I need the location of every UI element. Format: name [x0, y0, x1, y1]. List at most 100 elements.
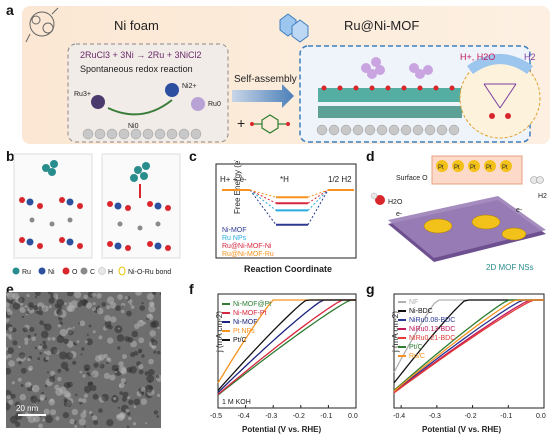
legend-o: O	[72, 269, 78, 276]
ru-cluster-right	[409, 63, 433, 79]
legend-label-4: Pt/C	[233, 337, 247, 344]
xtick-label-1: -0.3	[429, 413, 441, 420]
plus-sign: +	[237, 115, 245, 131]
curve-4	[217, 299, 356, 391]
gas-flow-arrow	[467, 54, 533, 75]
ru0-atom	[191, 97, 205, 111]
legend-bond: Ni-O-Ru bond	[128, 269, 171, 276]
h2o-label: H2O	[388, 199, 403, 206]
panel-g-axes	[393, 293, 545, 409]
mof-framework	[318, 85, 462, 118]
state-label-0: H+ + e-	[220, 175, 247, 184]
ru-ni-mof-title: Ru@Ni-MOF	[344, 18, 419, 33]
panel-c-legend: Ni-MOF Ru NPs Ru@Ni-MOF-Ni Ru@Ni-MOF-Ru	[222, 227, 274, 258]
panel-c-axes	[215, 163, 357, 259]
connector-0-2	[307, 189, 329, 226]
pt-nanoparticles	[423, 214, 527, 241]
connector-3-1	[249, 189, 277, 198]
panel-b-legend: Ru Ni O C H Ni-O-Ru bond	[12, 266, 171, 276]
energy-levels	[222, 189, 354, 226]
panel-f-legend: Ni-MOF@Pt Ni-MOF-Pt Ni-MOF Pt NPs Pt/C	[222, 301, 271, 344]
legend-h: H	[108, 269, 113, 276]
legend-ru: Ru	[22, 269, 31, 276]
panel-f-axes	[217, 293, 357, 409]
panel-g-xticks: -0.4 -0.3 -0.2 -0.1 0.0	[393, 405, 546, 420]
pt-atom-row	[436, 160, 512, 172]
pt-atom-2: Pt	[470, 165, 476, 171]
legend-ru-ni-mof-ni: Ru@Ni-MOF-Ni	[222, 243, 272, 250]
legend-ni-swatch	[38, 267, 46, 275]
ni2-ion	[165, 83, 179, 97]
gas-left-label: H+, H2O	[460, 52, 495, 62]
legend-label-1: Ni-BDC	[409, 308, 433, 315]
legend-label-6: Ru/C	[409, 353, 425, 360]
curve-0	[217, 299, 356, 396]
ni0-label: Ni0	[128, 123, 139, 130]
state-label-1: *H	[280, 175, 289, 184]
panel-g-xlabel: Potential (V vs. RHE)	[422, 425, 501, 434]
legend-o-swatch	[62, 267, 70, 275]
panel-c-xlabel: Reaction Coordinate	[244, 264, 332, 274]
legend-label-3: NiRu0.13-BDC	[409, 326, 455, 333]
legend-label-2: Ni-MOF	[233, 319, 258, 326]
panel-label-e: e	[6, 281, 14, 297]
mof-nanosheet-top	[388, 196, 546, 258]
panel-c-ylabel: Free Energy (eV)	[233, 160, 242, 214]
legend-ru-nps: Ru NPs	[222, 235, 247, 242]
scale-bar-label: 20 nm	[16, 404, 39, 413]
legend-c-swatch	[80, 267, 88, 275]
legend-ni-mof: Ni-MOF	[222, 227, 247, 234]
panel-f-xticks: -0.5 -0.4 -0.3 -0.2 -0.1 0.0	[210, 405, 358, 420]
xtick-label-4: 0.0	[536, 413, 546, 420]
mof-lattice-b2	[107, 201, 171, 251]
panel-f-chart: j (mA cm-2) Potential (V vs. RHE) 1 M KO…	[210, 293, 358, 434]
ni-substrate-right	[316, 124, 460, 136]
legend-label-3: Pt NPs	[233, 328, 255, 335]
panel-label-b: b	[6, 148, 15, 164]
pt-atom-0: Pt	[438, 165, 444, 171]
legend-label-4: NiRu0.21-BDC	[409, 335, 455, 342]
bdc-linker-icon	[250, 114, 290, 134]
redox-arrow	[107, 99, 173, 116]
xtick-label-1: -0.4	[238, 413, 250, 420]
connector-0-1	[249, 189, 277, 226]
ni-substrate-left	[82, 128, 202, 140]
panel-a-schematic: Ni foam 2RuCl3 + 3Ni → 2Ru + 3NiCl2 Spon…	[22, 6, 550, 144]
gas-right-label: H2	[524, 52, 536, 62]
xtick-label-2: -0.3	[265, 413, 277, 420]
electron-right-label: e-	[516, 207, 523, 214]
legend-h-swatch	[98, 267, 106, 275]
panel-label-g: g	[366, 281, 375, 297]
panel-f-note: 1 M KOH	[222, 399, 251, 406]
xtick-label-0: -0.5	[210, 413, 222, 420]
electron-left-label: e-	[396, 211, 403, 218]
legend-ru-ni-mof-ru: Ru@Ni-MOF-Ru	[222, 251, 274, 258]
mof-crystal-icon	[279, 13, 309, 43]
mof-ns-caption: 2D MOF NSs	[486, 263, 534, 272]
xtick-label-3: -0.2	[293, 413, 305, 420]
curve-2	[393, 299, 544, 393]
tem-texture	[6, 292, 161, 428]
panel-b-structures: Ru Ni O C H Ni-O-Ru bond	[12, 153, 181, 276]
connector-1-1	[249, 189, 277, 211]
connector-2-1	[249, 189, 277, 204]
panel-g-chart: j (mA cm-2) Potential (V vs. RHE) -0.4 -0…	[391, 293, 546, 434]
pt-atom-3: Pt	[486, 165, 492, 171]
ni-foam-title: Ni foam	[114, 18, 159, 33]
panel-g-curves	[393, 299, 544, 394]
legend-c: C	[90, 269, 95, 276]
redox-box	[67, 43, 229, 143]
panel-f-xlabel: Potential (V vs. RHE)	[242, 425, 321, 434]
redox-caption: Spontaneous redox reaction	[80, 64, 193, 74]
connector-1-2	[307, 189, 329, 211]
self-assembly-label: Self-assembly	[234, 74, 297, 85]
water-molecule-icon	[370, 192, 385, 205]
panel-label-d: d	[366, 148, 375, 164]
zoom-inset	[459, 57, 541, 139]
h2-molecule-icon	[530, 176, 544, 184]
state-label-2: 1/2 H2	[328, 175, 352, 184]
ni2-label: Ni2+	[182, 83, 197, 90]
legend-label-1: Ni-MOF-Pt	[233, 310, 266, 317]
legend-label-5: Pt/C	[409, 344, 423, 351]
mof-lattice-b1	[19, 197, 83, 249]
